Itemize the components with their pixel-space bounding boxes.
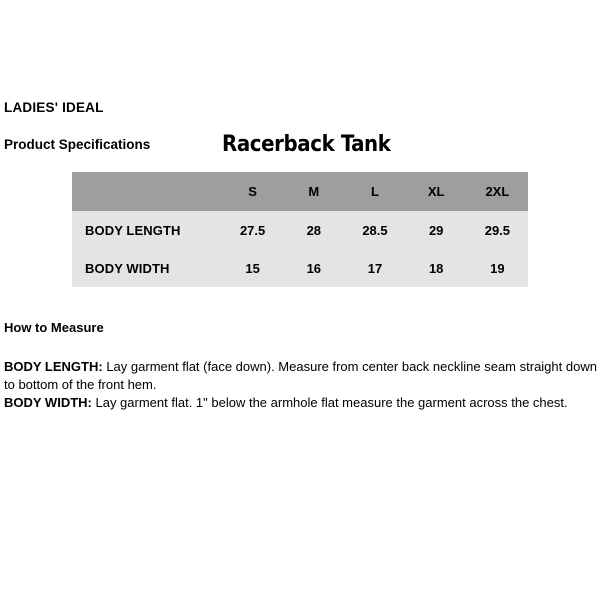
row-label-body-length: BODY LENGTH — [72, 211, 223, 249]
cell-body-width-l: 17 — [344, 249, 406, 287]
brand-name: LADIES' IDEAL — [4, 100, 104, 115]
table-body: BODY LENGTH 27.5 28 28.5 29 29.5 BODY WI… — [72, 211, 528, 287]
product-specifications-label: Product Specifications — [4, 137, 151, 152]
table-row: BODY LENGTH 27.5 28 28.5 29 29.5 — [72, 211, 528, 249]
specifications-table: S M L XL 2XL BODY LENGTH 27.5 28 28.5 29… — [72, 172, 528, 287]
cell-body-width-xl: 18 — [405, 249, 467, 287]
column-header-size-m: M — [283, 172, 345, 211]
measure-instruction-label: BODY LENGTH: — [4, 359, 103, 374]
product-title: Racerback Tank — [222, 132, 391, 157]
column-header-size-xl: XL — [405, 172, 467, 211]
measure-instruction-body-length: BODY LENGTH: Lay garment flat (face down… — [4, 358, 598, 393]
cell-body-length-m: 28 — [283, 211, 345, 249]
cell-body-length-xl: 29 — [405, 211, 467, 249]
measure-instruction-body-width: BODY WIDTH: Lay garment flat. 1" below t… — [4, 394, 598, 412]
table-header: S M L XL 2XL — [72, 172, 528, 211]
measure-instruction-label: BODY WIDTH: — [4, 395, 92, 410]
cell-body-width-2xl: 19 — [466, 249, 528, 287]
how-to-measure-heading: How to Measure — [4, 320, 104, 335]
column-header-size-l: L — [344, 172, 406, 211]
cell-body-width-m: 16 — [283, 249, 345, 287]
column-header-size-2xl: 2XL — [466, 172, 528, 211]
row-label-body-width: BODY WIDTH — [72, 249, 223, 287]
how-to-measure-body: BODY LENGTH: Lay garment flat (face down… — [4, 358, 598, 413]
column-header-size-s: S — [222, 172, 284, 211]
column-header-measurement — [72, 172, 223, 211]
measure-instruction-text: Lay garment flat (face down). Measure fr… — [4, 359, 597, 392]
cell-body-length-2xl: 29.5 — [466, 211, 528, 249]
cell-body-width-s: 15 — [222, 249, 284, 287]
measure-instruction-text: Lay garment flat. 1" below the armhole f… — [91, 395, 568, 410]
cell-body-length-s: 27.5 — [222, 211, 284, 249]
product-header-row: Product Specifications Racerback Tank — [4, 132, 600, 160]
table-header-row: S M L XL 2XL — [72, 172, 528, 211]
cell-body-length-l: 28.5 — [344, 211, 406, 249]
table-row: BODY WIDTH 15 16 17 18 19 — [72, 249, 528, 287]
